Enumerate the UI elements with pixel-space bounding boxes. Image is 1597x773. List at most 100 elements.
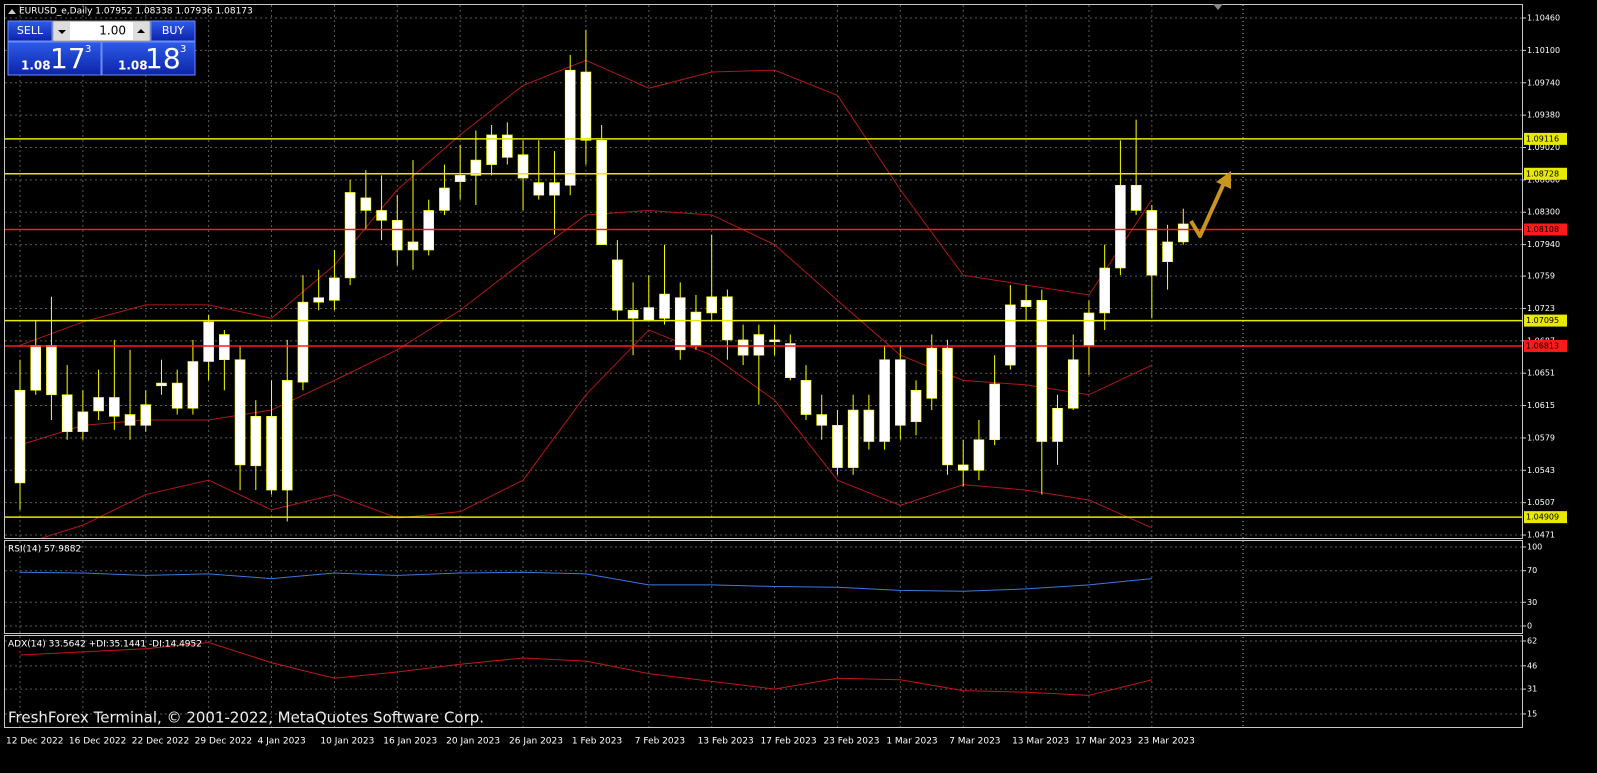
sell-price-pips: 17: [50, 42, 86, 75]
candle-body: [1020, 300, 1032, 307]
candle-body: [93, 397, 104, 412]
candle-body: [627, 309, 639, 319]
chart-title: EURUSD_e,Daily 1.07952 1.08338 1.07936 1…: [19, 7, 253, 17]
x-tick-label: 26 Jan 2023: [509, 737, 563, 747]
candle-body: [470, 159, 482, 176]
candle-body: [549, 182, 560, 196]
candle-body: [1083, 312, 1095, 346]
candle-body: [580, 71, 592, 141]
collapse-icon[interactable]: [8, 9, 16, 14]
candle-body: [564, 69, 576, 186]
sell-price[interactable]: [7, 41, 102, 76]
y-tick-label: 0: [1527, 621, 1532, 630]
level-label-box: [1524, 511, 1567, 524]
candle-body: [674, 297, 686, 351]
y-tick-label: 1.0507: [1527, 498, 1555, 507]
level-label: 1.09116: [1526, 134, 1559, 143]
x-tick-label: 13 Feb 2023: [698, 737, 754, 747]
candle-body: [910, 389, 922, 423]
x-tick-label: 22 Dec 2022: [132, 737, 190, 747]
candle-body: [156, 382, 167, 387]
candle-body: [753, 334, 765, 356]
candle-body: [706, 296, 717, 314]
candle-body: [329, 277, 340, 301]
level-label: 1.07095: [1526, 316, 1559, 325]
y-tick-label: 100: [1527, 543, 1542, 552]
candle-body: [643, 307, 655, 321]
candle-body: [847, 409, 859, 468]
x-tick-label: 17 Feb 2023: [761, 737, 817, 747]
level-label: 1.08108: [1526, 225, 1559, 234]
candle-body: [439, 187, 450, 211]
candle-body: [1099, 267, 1110, 314]
trade-panel: SELL 1.00 BUY 1.08 17 3 1.08 18 3: [7, 20, 196, 76]
candle-body: [313, 297, 324, 303]
candle-body: [266, 416, 277, 491]
y-tick-label: 1.10100: [1527, 46, 1560, 55]
candle-body: [517, 154, 529, 179]
y-tick-label: 30: [1527, 598, 1537, 607]
x-tick-label: 17 Mar 2023: [1075, 737, 1132, 747]
candle-body: [533, 182, 545, 196]
level-label-box: [1524, 339, 1567, 352]
level-label: 1.06813: [1526, 341, 1559, 350]
candle-body: [1036, 300, 1048, 442]
y-tick-label: 1.0615: [1527, 401, 1555, 410]
candle-body: [690, 311, 702, 346]
level-label-box: [1524, 132, 1567, 145]
candle-body: [659, 293, 670, 319]
plot-group: [5, 636, 1522, 727]
candle-body: [769, 339, 780, 343]
y-tick-label: 1.09020: [1527, 143, 1560, 152]
level-label-box: [1524, 167, 1567, 180]
candle-body: [1067, 359, 1079, 409]
buy-label[interactable]: BUY: [162, 24, 185, 37]
candle-body: [800, 380, 812, 415]
candle-body: [1146, 210, 1158, 276]
level-label-box: [1524, 223, 1567, 236]
buy-price[interactable]: [101, 41, 196, 76]
footer: FreshForex Terminal, © 2001-2022, MetaQu…: [8, 709, 484, 727]
candle-body: [109, 397, 120, 417]
candle-body: [187, 361, 199, 409]
band-middle: [19, 209, 1153, 446]
y-tick-label: 1.09380: [1527, 111, 1560, 120]
forecast-arrow: [1189, 182, 1226, 238]
indicator-line: [19, 642, 1152, 696]
sell-price-big: 1.08: [21, 59, 51, 73]
x-tick-label: 1 Feb 2023: [572, 737, 622, 747]
buy-price-big: 1.08: [118, 59, 148, 73]
candle-body: [344, 192, 356, 279]
candle-body: [14, 389, 26, 484]
y-tick-label: 46: [1527, 661, 1537, 670]
candle-body: [203, 321, 214, 362]
buy-price-pips: 18: [145, 42, 181, 75]
candle-body: [973, 439, 985, 471]
lot-value[interactable]: 1.00: [99, 24, 126, 38]
candle-body: [486, 134, 497, 165]
sell-price-frac: 3: [85, 44, 91, 55]
x-tick-label: 29 Dec 2022: [195, 737, 253, 747]
candle-body: [376, 210, 387, 221]
x-tick-label: 7 Mar 2023: [949, 737, 1000, 747]
buy-price-frac: 3: [180, 44, 186, 55]
y-tick-label: 15: [1527, 709, 1537, 718]
candle-body: [1115, 184, 1126, 269]
x-tick-label: 12 Dec 2022: [6, 737, 64, 747]
sell-label[interactable]: SELL: [17, 24, 44, 37]
candle-body: [722, 296, 733, 341]
buy-button[interactable]: [150, 20, 196, 42]
y-tick-label: 1.09740: [1527, 78, 1560, 87]
lot-field[interactable]: [52, 20, 151, 42]
candle-body: [1005, 304, 1016, 366]
candle-body: [784, 343, 796, 378]
down-icon: [58, 30, 66, 34]
plot-group: [5, 5, 1522, 538]
x-tick-label: 1 Mar 2023: [886, 737, 937, 747]
candle-body: [612, 259, 623, 311]
shift-marker: [1213, 4, 1223, 10]
sell-button[interactable]: [7, 20, 53, 42]
level-label: 1.08728: [1526, 169, 1559, 178]
x-tick-label: 13 Mar 2023: [1012, 737, 1069, 747]
candle-body: [816, 414, 828, 426]
